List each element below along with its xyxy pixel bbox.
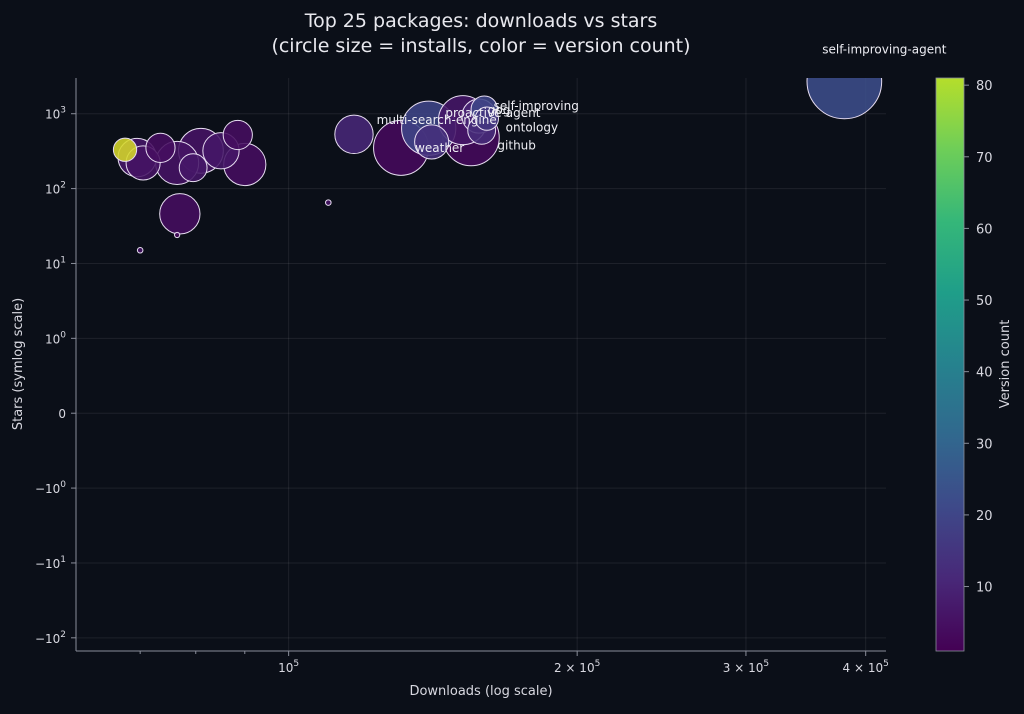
y-tick-base: −10 xyxy=(35,482,60,496)
y-tick-exponent: 0 xyxy=(60,330,66,340)
y-tick-label: −102 xyxy=(35,630,66,646)
colorbar: 10 20 30 40 50 60 70 80 Version count xyxy=(935,77,1013,652)
x-tick-mantissa: 4 × 10 xyxy=(843,661,884,675)
y-tick-label: 102 xyxy=(45,181,66,197)
y-tick-base: −10 xyxy=(35,557,60,571)
data-point[interactable] xyxy=(222,119,253,151)
y-tick-label: 103 xyxy=(45,106,66,122)
y-tick-label: 0 xyxy=(58,407,66,421)
y-tick-exponent: 2 xyxy=(60,630,66,640)
colorbar-gradient xyxy=(935,77,965,652)
y-tick-exponent: 2 xyxy=(60,181,66,191)
y-tick-base: 10 xyxy=(45,108,60,122)
colorbar-tick-label: 70 xyxy=(976,151,993,166)
y-axis-label: Stars (symlog scale) xyxy=(11,298,26,430)
colorbar-tick-label: 80 xyxy=(976,79,993,94)
y-tick-base: 10 xyxy=(45,183,60,197)
point-label: self-improving-agent xyxy=(822,42,946,56)
colorbar-tick-label: 10 xyxy=(976,581,993,596)
y-tick-base: 10 xyxy=(45,332,60,346)
point-label: gog xyxy=(488,103,511,117)
x-axis-label: Downloads (log scale) xyxy=(409,684,552,699)
data-point[interactable] xyxy=(474,106,500,131)
colorbar-label: Version count xyxy=(998,320,1013,409)
data-point[interactable] xyxy=(174,231,181,239)
x-tick-mantissa: 10 xyxy=(278,661,293,675)
y-tick-exponent: 3 xyxy=(60,106,66,116)
colorbar-tick-label: 50 xyxy=(976,294,993,309)
y-tick-exponent: 1 xyxy=(60,255,66,265)
x-tick-label: 105 xyxy=(278,659,299,675)
point-label: self-improving xyxy=(494,99,579,113)
data-point[interactable] xyxy=(159,193,201,235)
data-points xyxy=(112,44,883,254)
x-tick-label: 4 × 105 xyxy=(843,659,889,675)
colorbar-tick-label: 40 xyxy=(976,366,993,381)
y-tick-label: −100 xyxy=(35,480,66,496)
point-label: ontology xyxy=(506,121,558,135)
x-tick-label: 2 × 105 xyxy=(554,659,600,675)
data-point[interactable] xyxy=(136,246,144,254)
x-tick-exponent: 5 xyxy=(293,659,299,669)
point-label: weather xyxy=(415,141,464,155)
colorbar-tick-label: 20 xyxy=(976,509,993,524)
x-tick-exponent: 5 xyxy=(595,659,601,669)
y-tick-label: 100 xyxy=(45,330,66,346)
colorbar-tick-label: 30 xyxy=(976,437,993,452)
y-tick-label: −101 xyxy=(35,555,66,571)
y-tick-base: −10 xyxy=(35,632,60,646)
point-label: proactive-agent xyxy=(445,106,540,120)
colorbar-tick-label: 60 xyxy=(976,222,993,237)
data-point[interactable] xyxy=(325,199,332,206)
y-tick-base: 10 xyxy=(45,257,60,271)
x-tick-label: 3 × 105 xyxy=(723,659,769,675)
data-point[interactable] xyxy=(112,137,138,162)
data-point[interactable] xyxy=(806,44,883,120)
y-tick-label: 101 xyxy=(45,255,66,271)
data-point[interactable] xyxy=(334,114,374,155)
x-axis: 105 2 × 105 3 × 105 4 × 105 xyxy=(139,651,889,675)
data-point[interactable] xyxy=(145,132,176,163)
x-tick-exponent: 5 xyxy=(763,659,769,669)
x-tick-mantissa: 2 × 10 xyxy=(554,661,595,675)
chart-title: Top 25 packages: downloads vs stars xyxy=(304,10,658,32)
colorbar-ticks: 10 20 30 40 50 60 70 80 xyxy=(964,79,993,596)
y-tick-exponent: 1 xyxy=(60,555,66,565)
point-labels: multi-search-engine weather proactive-agen… xyxy=(377,42,947,155)
y-tick-exponent: 0 xyxy=(60,480,66,490)
point-label: multi-search-engine xyxy=(377,113,497,127)
data-point[interactable] xyxy=(414,124,450,160)
x-tick-exponent: 5 xyxy=(883,659,889,669)
chart-subtitle: (circle size = installs, color = version… xyxy=(271,35,690,57)
point-label: github xyxy=(497,138,535,152)
x-tick-mantissa: 3 × 10 xyxy=(723,661,764,675)
data-point[interactable] xyxy=(178,153,208,183)
